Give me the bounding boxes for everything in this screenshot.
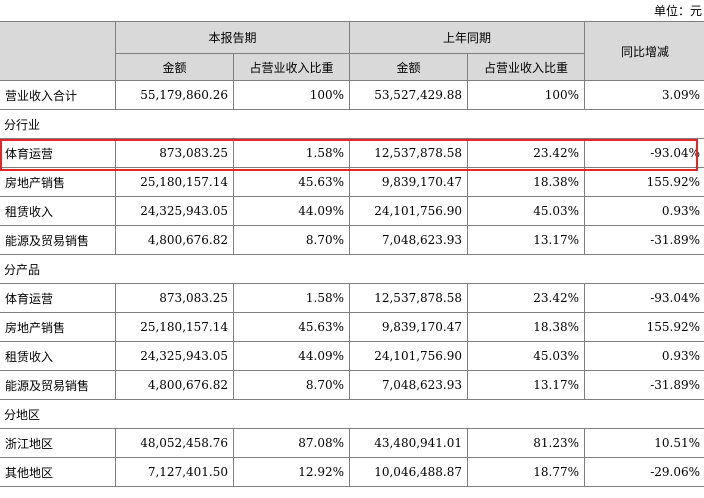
current-share-cell: 8.70% xyxy=(232,370,351,400)
section-label: 分产品 xyxy=(0,254,704,284)
yoy-change-cell: 155.92% xyxy=(584,312,704,342)
table-row: 租赁收入 24,325,943.05 44.09% 24,101,756.90 45.0… xyxy=(0,196,704,226)
prior-share-cell: 45.03% xyxy=(467,196,586,226)
current-amount-cell: 55,179,860.26 xyxy=(115,80,234,110)
row-label: 租赁收入 xyxy=(0,341,116,371)
prior-share-cell: 18.38% xyxy=(467,312,586,342)
prior-share-cell: 18.38% xyxy=(467,167,586,197)
prior-share-cell: 18.77% xyxy=(467,457,586,487)
row-label: 浙江地区 xyxy=(0,428,116,458)
row-label: 体育运营 xyxy=(0,283,116,313)
prior-share-cell: 100% xyxy=(467,80,586,110)
yoy-change-cell: -31.89% xyxy=(584,225,704,255)
table-row: 租赁收入 24,325,943.05 44.09% 24,101,756.90 45.0… xyxy=(0,341,704,371)
header-current-period: 本报告期 xyxy=(114,21,351,54)
table-row: 体育运营 873,083.25 1.58% 12,537,878.58 23.42% -9… xyxy=(0,283,704,313)
section-row: 分行业 xyxy=(0,109,704,139)
prior-share-cell: 81.23% xyxy=(467,428,586,458)
table-row: 体育运营 873,083.25 1.58% 12,537,878.58 23.42% -9… xyxy=(0,138,704,168)
prior-amount-cell: 12,537,878.58 xyxy=(349,138,469,168)
table-row: 浙江地区 48,052,458.76 87.08% 43,480,941.01 81.2… xyxy=(0,428,704,458)
prior-amount-cell: 9,839,170.47 xyxy=(349,312,469,342)
current-share-cell: 1.58% xyxy=(232,138,351,168)
row-label: 房地产销售 xyxy=(0,167,116,197)
table-row: 能源及贸易销售 4,800,676.82 8.70% 7,048,623.93 13.1… xyxy=(0,225,704,255)
prior-share-cell: 23.42% xyxy=(467,283,586,313)
prior-amount-cell: 7,048,623.93 xyxy=(349,225,469,255)
row-label: 能源及贸易销售 xyxy=(0,370,116,400)
prior-share-cell: 13.17% xyxy=(467,225,586,255)
prior-amount-cell: 24,101,756.90 xyxy=(349,341,469,371)
header-prior-amount: 金额 xyxy=(349,53,469,81)
yoy-change-cell: -31.89% xyxy=(584,370,704,400)
prior-share-cell: 45.03% xyxy=(467,341,586,371)
table-row: 能源及贸易销售 4,800,676.82 8.70% 7,048,623.93 13.1… xyxy=(0,370,704,400)
header-row-2: 金额 占营业收入比重 金额 占营业收入比重 xyxy=(0,53,704,81)
header-prior-period: 上年同期 xyxy=(349,21,586,54)
prior-amount-cell: 12,537,878.58 xyxy=(349,283,469,313)
prior-amount-cell: 24,101,756.90 xyxy=(349,196,469,226)
current-amount-cell: 25,180,157.14 xyxy=(115,167,234,197)
current-share-cell: 44.09% xyxy=(232,341,351,371)
unit-label: 单位：元 xyxy=(653,4,702,18)
yoy-change-cell: -29.06% xyxy=(584,457,704,487)
header-current-share: 占营业收入比重 xyxy=(232,53,351,81)
prior-amount-cell: 43,480,941.01 xyxy=(349,428,469,458)
section-row: 分地区 xyxy=(0,399,704,429)
section-label: 分行业 xyxy=(0,109,704,139)
table-row: 房地产销售 25,180,157.14 45.63% 9,839,170.47 18.3… xyxy=(0,167,704,197)
yoy-change-cell: 0.93% xyxy=(584,341,704,371)
current-amount-cell: 873,083.25 xyxy=(115,283,234,313)
prior-amount-cell: 7,048,623.93 xyxy=(349,370,469,400)
header-label-blank xyxy=(0,21,116,81)
section-label: 分地区 xyxy=(0,399,704,429)
current-amount-cell: 24,325,943.05 xyxy=(115,196,234,226)
row-label: 房地产销售 xyxy=(0,312,116,342)
yoy-change-cell: 0.93% xyxy=(584,196,704,226)
row-label: 体育运营 xyxy=(0,138,116,168)
header-yoy-change: 同比增减 xyxy=(584,21,704,81)
prior-share-cell: 13.17% xyxy=(467,370,586,400)
current-share-cell: 100% xyxy=(232,80,351,110)
current-amount-cell: 7,127,401.50 xyxy=(115,457,234,487)
row-label: 租赁收入 xyxy=(0,196,116,226)
table-row: 营业收入合计 55,179,860.26 100% 53,527,429.88 100%… xyxy=(0,80,704,110)
prior-amount-cell: 9,839,170.47 xyxy=(349,167,469,197)
current-amount-cell: 4,800,676.82 xyxy=(115,370,234,400)
revenue-breakdown-table: 本报告期 上年同期 同比增减 金额 占营业收入比重 金额 占营业收入比重 营业收… xyxy=(0,21,704,487)
section-row: 分产品 xyxy=(0,254,704,284)
prior-amount-cell: 53,527,429.88 xyxy=(349,80,469,110)
yoy-change-cell: -93.04% xyxy=(584,138,704,168)
current-amount-cell: 24,325,943.05 xyxy=(115,341,234,371)
table-row: 其他地区 7,127,401.50 12.92% 10,046,488.87 18.77… xyxy=(0,457,704,487)
current-share-cell: 8.70% xyxy=(232,225,351,255)
current-share-cell: 45.63% xyxy=(232,312,351,342)
yoy-change-cell: -93.04% xyxy=(584,283,704,313)
current-share-cell: 12.92% xyxy=(232,457,351,487)
prior-share-cell: 23.42% xyxy=(467,138,586,168)
yoy-change-cell: 10.51% xyxy=(584,428,704,458)
header-row-1: 本报告期 上年同期 同比增减 xyxy=(0,21,704,81)
current-share-cell: 44.09% xyxy=(232,196,351,226)
header-prior-share: 占营业收入比重 xyxy=(467,53,586,81)
header-current-amount: 金额 xyxy=(115,53,234,81)
current-amount-cell: 873,083.25 xyxy=(115,138,234,168)
current-share-cell: 1.58% xyxy=(232,283,351,313)
yoy-change-cell: 155.92% xyxy=(584,167,704,197)
row-label: 能源及贸易销售 xyxy=(0,225,116,255)
current-share-cell: 45.63% xyxy=(232,167,351,197)
yoy-change-cell: 3.09% xyxy=(584,80,704,110)
current-amount-cell: 4,800,676.82 xyxy=(115,225,234,255)
prior-amount-cell: 10,046,488.87 xyxy=(349,457,469,487)
current-amount-cell: 25,180,157.14 xyxy=(115,312,234,342)
row-label: 营业收入合计 xyxy=(0,80,116,110)
current-share-cell: 87.08% xyxy=(232,428,351,458)
table-row: 房地产销售 25,180,157.14 45.63% 9,839,170.47 18.3… xyxy=(0,312,704,342)
table-body: 营业收入合计 55,179,860.26 100% 53,527,429.88 100%… xyxy=(0,80,704,487)
current-amount-cell: 48,052,458.76 xyxy=(115,428,234,458)
row-label: 其他地区 xyxy=(0,457,116,487)
